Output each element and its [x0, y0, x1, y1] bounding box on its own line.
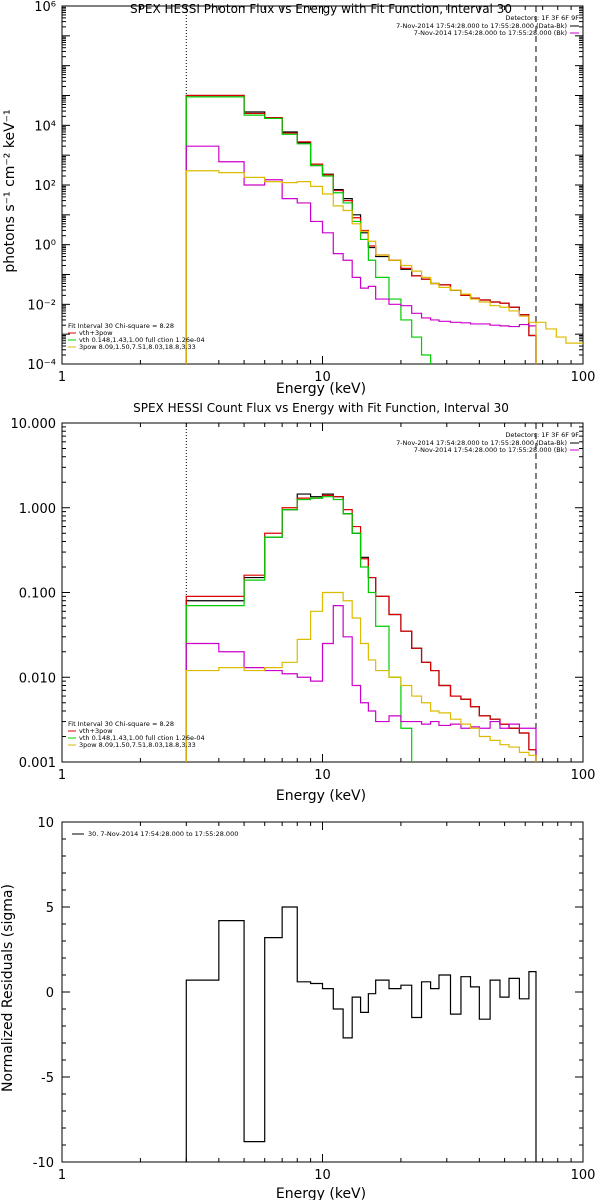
y-tick-label-2: 10 [37, 816, 54, 831]
y-tick-label-2: 5 [46, 901, 54, 916]
series-line-1-4 [185, 591, 537, 762]
y-tick-label-1: 0.001 [19, 756, 56, 771]
photon-flux-ylabel: photons s⁻¹ cm⁻² keV⁻¹ [2, 109, 18, 272]
y-tick-label-0: 10⁻⁴ [27, 358, 56, 373]
legend-entry-0: 7-Nov-2014 17:54:28.000 to 17:55:28.000 … [396, 22, 567, 30]
series-extension-0-4 [535, 321, 583, 344]
x-tick-label-1: 1 [58, 768, 66, 783]
series-line-1-3 [185, 605, 537, 762]
legend-entry-1: 7-Nov-2014 17:54:28.000 to 17:55:28.000 … [414, 446, 567, 454]
x-tick-label-0: 100 [571, 370, 596, 385]
fit-legend-entry-1: 3pow 8.09,1.50,7.51,8.03,18.8,3.33 [79, 741, 196, 749]
x-tick-label-1: 100 [571, 768, 596, 783]
y-tick-label-1: 1.000 [19, 502, 56, 517]
axes-frame-0 [61, 5, 584, 365]
x-tick-label-2: 1 [58, 1168, 66, 1183]
fit-legend-header-0: Fit Interval 30 Chi-square = 8.28 [68, 322, 174, 330]
x-tick-label-0: 10 [314, 370, 331, 385]
x-tick-label-2: 100 [571, 1168, 596, 1183]
series-group-1 [185, 493, 537, 762]
photon-flux-xlabel: Energy (keV) [276, 381, 366, 397]
photon-flux-title: SPEX HESSI Photon Flux vs Energy with Fi… [130, 2, 512, 16]
photon-flux-panel: SPEX HESSI Photon Flux vs Energy with Fi… [2, 0, 595, 397]
series-group-0 [185, 94, 583, 364]
y-tick-label-2: -10 [33, 1156, 54, 1171]
series-group-2 [185, 906, 537, 1162]
x-tick-label-0: 1 [58, 370, 66, 385]
x-tick-label-2: 10 [314, 1168, 331, 1183]
fit-legend-header-1: Fit Interval 30 Chi-square = 8.28 [68, 720, 174, 728]
series-line-1-2 [185, 496, 413, 762]
legend-header-0: Detectors: 1F 3F 6F 9F [505, 14, 579, 22]
y-tick-label-0: 10⁻² [27, 298, 56, 313]
residuals-xlabel: Energy (keV) [276, 1186, 366, 1200]
count-flux-xlabel: Energy (keV) [276, 788, 366, 804]
legend-entry-1: 7-Nov-2014 17:54:28.000 to 17:55:28.000 … [396, 439, 567, 447]
y-tick-label-2: -5 [41, 1071, 54, 1086]
residuals-panel: Energy (keV) Normalized Residuals (sigma… [0, 816, 595, 1200]
x-tick-label-1: 10 [314, 768, 331, 783]
count-flux-title: SPEX HESSI Count Flux vs Energy with Fit… [133, 401, 509, 415]
y-tick-label-0: 10⁰ [34, 239, 56, 254]
y-tick-label-1: 10.000 [11, 417, 57, 432]
y-tick-label-2: 0 [46, 986, 54, 1001]
fit-legend-entry-1: vth+3pow [79, 727, 113, 735]
y-tick-label-1: 0.010 [19, 671, 56, 686]
y-tick-label-1: 0.100 [19, 587, 56, 602]
series-line-0-3 [185, 145, 537, 364]
legend-header-1: Detectors: 1F 3F 6F 9F [505, 431, 579, 439]
legend-entry-2: 30. 7-Nov-2014 17:54:28.000 to 17:55:28.… [88, 830, 238, 838]
fit-legend-entry-0: vth+3pow [79, 329, 113, 337]
fit-legend-entry-0: 3pow 8.09,1.50,7.51,8.03,18.8,3.33 [79, 343, 196, 351]
fit-legend-entry-1: vth 0.148,1.43,1.00 full ction 1.26e-04 [79, 734, 205, 742]
series-line-0-4 [185, 170, 537, 364]
series-line-2-0 [185, 906, 537, 1162]
count-flux-panel: SPEX HESSI Count Flux vs Energy with Fit… [11, 401, 596, 804]
y-tick-label-0: 10⁶ [34, 0, 56, 15]
legend-entry-0: 7-Nov-2014 17:54:28.000 to 17:55:28.000 … [414, 29, 567, 37]
y-tick-label-0: 10⁴ [34, 119, 56, 134]
fit-legend-entry-0: vth 0.148,1.43,1.00 full ction 1.26e-04 [79, 336, 205, 344]
axes-frame-2 [61, 821, 584, 1163]
residuals-ylabel: Normalized Residuals (sigma) [0, 884, 16, 1092]
series-line-0-2 [185, 96, 432, 364]
y-tick-label-0: 10² [34, 179, 56, 194]
